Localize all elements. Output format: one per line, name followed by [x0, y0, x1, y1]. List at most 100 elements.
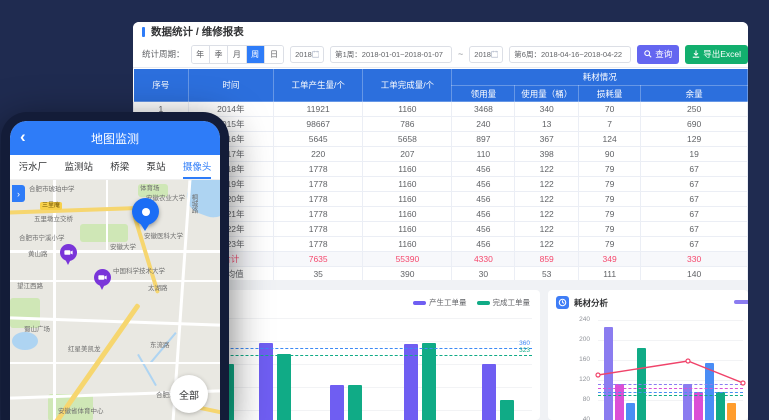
cell: 30	[451, 266, 516, 282]
start-year-select[interactable]: 2018	[290, 45, 325, 63]
cell: 79	[578, 191, 642, 207]
cell: 70	[578, 101, 642, 117]
table-body: 12014年11921116034683407025022015年9866778…	[133, 101, 748, 282]
map-view[interactable]: 合肥市琥珀中学 体育场 安徽农业大学 桐城路 三里庵 五里墩立交桥 合肥市宁溪小学 安徽医科大…	[10, 180, 220, 420]
calendar-icon	[490, 50, 499, 58]
cell: 1160	[362, 176, 453, 192]
bar-consumable	[683, 384, 692, 420]
period-option[interactable]: 日	[264, 45, 284, 63]
y-axis-tick: 40	[582, 416, 590, 420]
legend-label: 完成工单量	[492, 298, 531, 307]
cell: 456	[451, 161, 516, 177]
gridline	[151, 364, 532, 365]
cell: 67	[640, 206, 748, 222]
map-label: 黄山路	[28, 251, 48, 258]
map-park	[10, 298, 40, 328]
camera-marker[interactable]	[94, 269, 111, 290]
cell: 122	[514, 221, 580, 237]
cell: 67	[640, 221, 748, 237]
col-header: 工单完成量/个	[362, 68, 453, 102]
cell: 122	[514, 191, 580, 207]
cell: 456	[451, 176, 516, 192]
map-label: 桐城路	[190, 194, 197, 214]
filter-bar: 统计周期： 年季月周日 2018 第1周：2018-01-01~2018-01-…	[133, 41, 748, 68]
legend-cut-pill	[734, 300, 748, 304]
cell: 90	[578, 146, 642, 162]
y-axis-tick: 160	[579, 356, 590, 363]
range-separator: ~	[458, 49, 464, 59]
map-label: 望江西路	[17, 283, 43, 290]
phone-tab-bar: 污水厂 监测站 桥梁 泵站 摄像头	[10, 155, 220, 180]
cell: 398	[514, 146, 580, 162]
map-park	[138, 184, 168, 197]
period-option[interactable]: 周	[246, 45, 265, 63]
y-axis-tick: 80	[582, 396, 590, 403]
reference-line	[151, 355, 532, 357]
bar-generated	[330, 385, 344, 420]
gridline	[598, 360, 743, 361]
cell: 786	[362, 116, 453, 132]
cell: 7	[578, 116, 642, 132]
cell: 1160	[362, 101, 453, 117]
pin-tail	[140, 223, 150, 231]
cell: 340	[514, 101, 580, 117]
map-label: 安徽医科大学	[144, 233, 183, 240]
phone-title: 地图监测	[90, 131, 139, 146]
cell: 207	[362, 146, 453, 162]
cell: 35	[273, 266, 364, 282]
selected-camera-pin[interactable]	[132, 198, 159, 231]
cell: 367	[514, 131, 580, 147]
phone-tab-桥梁[interactable]: 桥梁	[110, 162, 130, 173]
bar-consumable	[727, 403, 736, 420]
cell: 456	[451, 236, 516, 252]
gridline	[151, 341, 532, 342]
start-year-value: 2018	[295, 49, 312, 59]
phone-tab-污水厂[interactable]: 污水厂	[18, 162, 48, 173]
cell: 122	[514, 176, 580, 192]
breadcrumb-bar: 数据统计 / 维修报表	[133, 22, 748, 41]
breadcrumb: 数据统计 / 维修报表	[151, 26, 244, 38]
phone-header: ‹ 地图监测	[10, 121, 220, 155]
phone-tab-监测站[interactable]: 监测站	[64, 162, 93, 173]
period-option[interactable]: 年	[191, 45, 210, 63]
cell: 4330	[451, 251, 516, 267]
end-year-select[interactable]: 2018	[469, 45, 504, 63]
export-excel-button[interactable]: 导出Excel	[685, 44, 748, 64]
cell: 1778	[273, 221, 364, 237]
camera-marker[interactable]	[60, 244, 77, 265]
sub-col-header: 使用量（桶）	[514, 85, 580, 102]
bar-completed	[277, 353, 291, 420]
cell: 79	[578, 206, 642, 222]
period-option[interactable]: 季	[209, 45, 229, 63]
gridline	[598, 400, 743, 401]
bar-consumable	[716, 392, 725, 420]
cell: 456	[451, 206, 516, 222]
gridline	[598, 340, 743, 341]
back-button[interactable]: ‹	[20, 127, 26, 146]
map-label: 合肥市琥珀中学	[29, 186, 75, 193]
expand-button[interactable]: ›	[12, 185, 25, 202]
breadcrumb-accent	[142, 26, 145, 37]
query-button[interactable]: 查询	[637, 44, 680, 64]
map-road	[10, 280, 220, 282]
gridline	[598, 320, 743, 321]
end-week-field[interactable]: 第6周：2018-04-16~2018-04-22	[509, 45, 632, 63]
start-week-field[interactable]: 第1周：2018-01-01~2018-01-07	[330, 45, 453, 63]
period-option[interactable]: 月	[228, 45, 247, 63]
phone-tab-摄像头[interactable]: 摄像头	[182, 155, 212, 179]
camera-icon	[98, 275, 107, 280]
period-label: 统计周期：	[142, 49, 185, 59]
dashboard-window: 数据统计 / 维修报表 统计周期： 年季月周日 2018 第1周：2018-01…	[133, 22, 748, 420]
cell: 122	[514, 206, 580, 222]
period-segment: 年季月周日	[190, 44, 285, 64]
chart-icon	[556, 296, 569, 309]
phone-tab-泵站[interactable]: 泵站	[146, 162, 166, 173]
cell: 1778	[273, 161, 364, 177]
map-label: 五里墩立交桥	[34, 216, 73, 223]
all-button[interactable]: 全部	[170, 375, 208, 413]
cell: 1160	[362, 161, 453, 177]
y-axis-tick: 240	[579, 316, 590, 323]
sub-col-header: 损耗量	[578, 85, 642, 102]
bar-generated	[482, 364, 496, 420]
cell: 11921	[273, 101, 364, 117]
